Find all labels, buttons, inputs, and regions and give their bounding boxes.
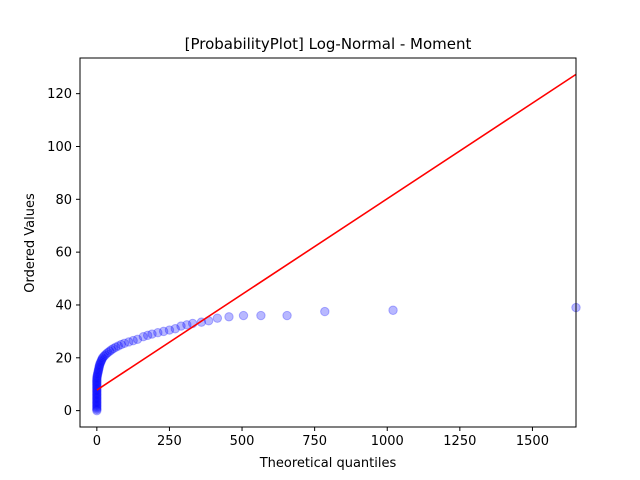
data-point <box>97 354 107 364</box>
data-point <box>224 312 234 322</box>
data-point <box>92 387 102 397</box>
data-point <box>388 305 398 315</box>
data-point <box>101 349 112 359</box>
data-point <box>94 362 104 372</box>
x-axis-label: Theoretical quantiles <box>259 456 397 471</box>
data-point <box>92 378 102 388</box>
data-point <box>153 328 163 338</box>
data-points <box>92 302 581 416</box>
y-tick-label: 20 <box>55 351 72 366</box>
data-point <box>92 397 102 408</box>
data-point <box>128 335 138 346</box>
data-point <box>97 353 108 363</box>
x-tick-label: 750 <box>302 434 327 449</box>
data-point <box>92 372 102 383</box>
data-point <box>106 345 117 355</box>
data-point <box>92 405 102 416</box>
data-point <box>92 395 102 405</box>
data-point <box>96 357 106 367</box>
data-point <box>320 306 330 317</box>
data-point <box>95 358 106 368</box>
y-tick-label: 100 <box>47 140 72 155</box>
data-point <box>92 375 102 385</box>
y-axis-label: Ordered Values <box>23 193 38 293</box>
data-point <box>92 391 102 401</box>
data-point <box>92 370 103 380</box>
y-tick-label: 80 <box>55 193 72 208</box>
fit-line <box>96 73 577 391</box>
data-point <box>138 331 149 342</box>
data-point <box>256 310 266 321</box>
data-point <box>92 404 102 415</box>
data-point <box>104 346 115 356</box>
data-point <box>92 392 102 403</box>
data-point <box>94 361 105 371</box>
data-point <box>113 341 124 351</box>
data-point <box>92 371 102 381</box>
y-tick-label: 120 <box>47 87 72 102</box>
data-point <box>116 339 126 350</box>
data-point <box>282 310 292 321</box>
data-point <box>170 324 180 334</box>
data-point <box>92 390 102 400</box>
x-tick-label: 0 <box>93 434 101 449</box>
data-point <box>96 355 107 366</box>
data-point <box>108 343 119 354</box>
x-tick-label: 1000 <box>371 434 404 449</box>
data-point <box>93 366 103 376</box>
x-tick-label: 500 <box>230 434 255 449</box>
data-point <box>92 376 102 387</box>
data-point <box>92 374 102 384</box>
data-point <box>132 334 143 345</box>
data-point <box>176 321 186 331</box>
data-point <box>92 379 102 389</box>
chart-title: [ProbabilityPlot] Log-Normal - Moment <box>185 35 472 53</box>
data-point <box>92 396 102 407</box>
data-point <box>142 330 153 341</box>
data-point <box>92 401 102 412</box>
data-point <box>100 350 110 360</box>
x-tick-label: 250 <box>157 434 182 449</box>
data-point <box>92 403 102 413</box>
data-point <box>92 399 102 409</box>
data-point <box>99 351 109 362</box>
data-point <box>93 368 103 379</box>
data-point <box>103 347 113 358</box>
data-point <box>94 363 104 374</box>
axes-frame <box>79 57 577 428</box>
y-tick-label: 60 <box>55 246 72 261</box>
x-axis-ticks: 0 250 500 750 1000 1250 1500 <box>93 427 549 449</box>
y-tick-label: 40 <box>55 298 72 313</box>
y-axis-ticks: 0 20 40 60 80 100 120 <box>47 87 80 419</box>
data-point <box>212 313 223 323</box>
data-point <box>111 342 121 352</box>
x-tick-label: 1500 <box>516 434 549 449</box>
data-point <box>119 338 130 348</box>
fit-line-layer <box>96 73 577 391</box>
data-point <box>93 367 103 378</box>
data-point <box>158 326 169 337</box>
data-point <box>147 329 157 339</box>
data-point <box>182 320 192 330</box>
data-point <box>93 364 104 375</box>
y-tick-label: 0 <box>64 404 72 419</box>
data-point <box>164 325 175 335</box>
data-point <box>238 310 249 321</box>
data-point <box>124 337 134 347</box>
data-point <box>92 394 102 404</box>
data-point <box>92 400 102 411</box>
x-tick-label: 1250 <box>443 434 476 449</box>
data-point <box>95 359 105 370</box>
